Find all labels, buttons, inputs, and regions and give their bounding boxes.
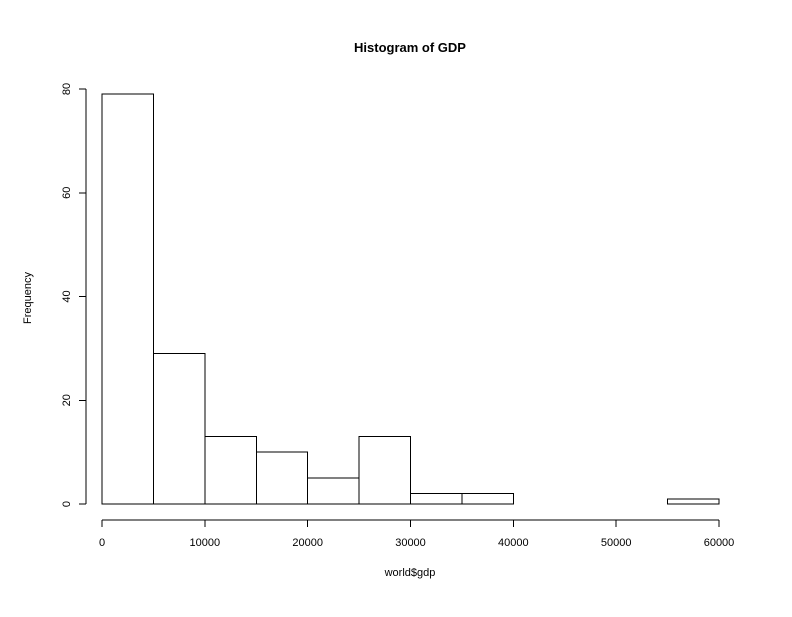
y-axis: 0 20 40 60 80: [61, 83, 87, 507]
histogram-bar-5: [358, 436, 412, 505]
x-axis-title: world$gdp: [384, 567, 436, 579]
x-tick-label-4: 40000: [498, 537, 529, 549]
chart-title: Histogram of GDP: [354, 40, 466, 55]
histogram-bar-4: [307, 477, 360, 505]
x-tick-label-1: 10000: [190, 537, 221, 549]
y-tick-label-1: 20: [61, 394, 73, 406]
histogram-bar-1: [152, 353, 206, 505]
x-axis: 0 10000 20000 30000 40000 50000 60000: [99, 519, 735, 549]
histogram-bar-11: [667, 498, 720, 505]
bars-layer: [101, 93, 720, 505]
histogram-bar-3: [255, 451, 309, 505]
x-tick-label-5: 50000: [601, 537, 632, 549]
x-tick-label-3: 30000: [395, 537, 426, 549]
y-axis-title: Frequency: [22, 272, 34, 324]
x-tick-label-0: 0: [99, 537, 105, 549]
histogram-bar-0: [101, 93, 154, 505]
y-tick-label-3: 60: [61, 187, 73, 199]
histogram-bar-2: [204, 436, 257, 505]
x-tick-label-2: 20000: [292, 537, 323, 549]
x-tick-label-6: 60000: [704, 537, 735, 549]
y-tick-label-4: 80: [61, 83, 73, 95]
histogram-bar-6: [410, 493, 463, 505]
y-tick-label-2: 40: [61, 290, 73, 302]
y-tick-label-0: 0: [61, 501, 73, 507]
histogram-bar-7: [461, 493, 514, 505]
